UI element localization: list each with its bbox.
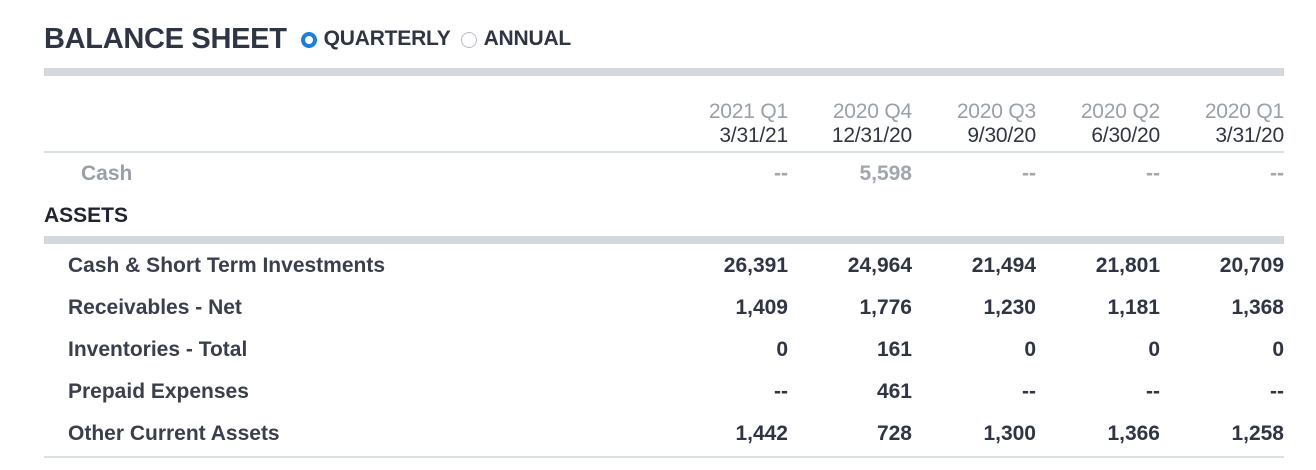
row-label: Other Current Assets (68, 422, 280, 445)
section-title-assets: ASSETS (44, 204, 129, 227)
cell-value: 21,494 (971, 254, 1036, 277)
cell-value: 5,598 (859, 162, 912, 185)
cell-value: 728 (876, 422, 912, 445)
cell-value: -- (774, 380, 788, 403)
cell-value: -- (774, 162, 788, 185)
column-date: 3/31/20 (1215, 124, 1284, 147)
cell-value: -- (1146, 162, 1160, 185)
cell-value: 1,368 (1231, 296, 1284, 319)
cell-value: 1,776 (859, 296, 912, 319)
cell-value: 21,801 (1095, 254, 1160, 277)
page-title: BALANCE SHEET (44, 22, 287, 55)
column-date: 12/31/20 (831, 124, 912, 147)
row-label: Cash (81, 162, 133, 185)
table-row: Other Current Assets 1,442 728 1,300 1,3… (44, 420, 1284, 450)
cell-value: 0 (1148, 338, 1160, 361)
cell-value: 0 (1024, 338, 1036, 361)
annual-option[interactable]: ANNUAL (460, 27, 572, 51)
quarterly-label[interactable]: QUARTERLY (323, 27, 451, 50)
column-quarter: 2020 Q2 (1080, 100, 1160, 123)
header-divider (44, 68, 1284, 76)
quarterly-radio[interactable] (300, 32, 317, 48)
row-label: Cash & Short Term Investments (68, 254, 386, 277)
row-label: Prepaid Expenses (68, 380, 249, 403)
column-quarter: 2020 Q4 (832, 100, 912, 123)
cell-value: 161 (876, 338, 912, 361)
column-header: 2020 Q2 6/30/20 (1040, 100, 1160, 148)
table-row: Prepaid Expenses -- 461 -- -- -- (44, 378, 1284, 408)
table-bottom-divider (44, 456, 1284, 458)
column-date: 6/30/20 (1091, 124, 1160, 147)
column-header-divider (44, 151, 1284, 153)
cell-value: 1,442 (735, 422, 788, 445)
table-row-cash: Cash -- 5,598 -- -- -- (44, 160, 1284, 190)
column-quarter: 2020 Q1 (1204, 100, 1284, 123)
row-label: Receivables - Net (68, 296, 242, 319)
cell-value: 1,181 (1107, 296, 1160, 319)
column-date: 3/31/21 (719, 124, 788, 147)
cell-value: 461 (876, 380, 912, 403)
cell-value: 1,230 (983, 296, 1036, 319)
cell-value: 20,709 (1219, 254, 1284, 277)
table-row: Inventories - Total 0 161 0 0 0 (44, 336, 1284, 366)
cell-value: 1,258 (1231, 422, 1284, 445)
column-header: 2020 Q1 3/31/20 (1164, 100, 1284, 148)
cell-value: 1,366 (1107, 422, 1160, 445)
cell-value: -- (1022, 380, 1036, 403)
column-header: 2020 Q4 12/31/20 (792, 100, 912, 148)
column-quarter: 2020 Q3 (956, 100, 1036, 123)
column-header: 2021 Q1 3/31/21 (688, 100, 788, 148)
column-header: 2020 Q3 9/30/20 (916, 100, 1036, 148)
table-row: Receivables - Net 1,409 1,776 1,230 1,18… (44, 294, 1284, 324)
quarterly-option[interactable]: QUARTERLY (300, 27, 451, 51)
cell-value: 1,300 (983, 422, 1036, 445)
cell-value: 1,409 (735, 296, 788, 319)
row-label: Inventories - Total (68, 338, 248, 361)
cell-value: 26,391 (723, 254, 788, 277)
annual-label[interactable]: ANNUAL (483, 27, 572, 50)
column-date: 9/30/20 (967, 124, 1036, 147)
cell-value: -- (1146, 380, 1160, 403)
balance-sheet-header: BALANCE SHEET QUARTERLY ANNUAL (44, 18, 581, 60)
cell-value: -- (1022, 162, 1036, 185)
section-divider (44, 236, 1284, 244)
column-quarter: 2021 Q1 (708, 100, 788, 123)
annual-radio[interactable] (460, 32, 477, 48)
table-row: Cash & Short Term Investments 26,391 24,… (44, 252, 1284, 282)
cell-value: 24,964 (847, 254, 912, 277)
cell-value: 0 (776, 338, 788, 361)
cell-value: -- (1270, 162, 1284, 185)
cell-value: -- (1270, 380, 1284, 403)
cell-value: 0 (1272, 338, 1284, 361)
